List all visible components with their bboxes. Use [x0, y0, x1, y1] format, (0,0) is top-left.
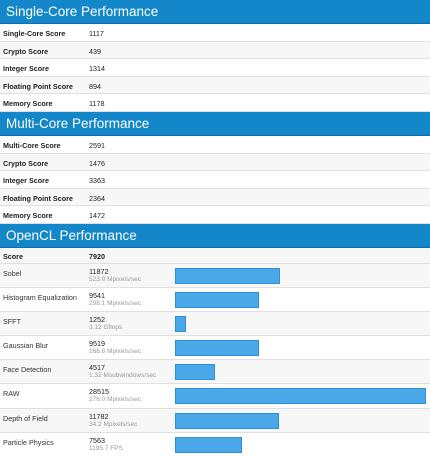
- benchmark-bar-track: [175, 316, 426, 333]
- row-label: Memory Score: [3, 211, 53, 221]
- benchmark-label: RAW: [3, 389, 20, 399]
- table-row: Single-Core Score 1117: [0, 24, 430, 42]
- benchmark-throughput: 523.0 Mpixels/sec: [89, 275, 142, 283]
- opencl-score-value: 7920: [89, 251, 105, 261]
- opencl-score-row: Score 7920: [0, 247, 430, 264]
- row-label: Crypto Score: [3, 46, 49, 56]
- table-row: Floating Point Score 894: [0, 76, 430, 95]
- row-value: 1117: [89, 29, 104, 38]
- row-label: Multi-Core Score: [3, 140, 61, 150]
- benchmark-score: 9541: [89, 291, 105, 301]
- row-value: 2591: [89, 140, 105, 150]
- table-row: Crypto Score 1476: [0, 153, 430, 172]
- benchmark-bar-track: [175, 388, 426, 405]
- benchmark-row: Particle Physics 7563 1195.7 FPS: [0, 432, 430, 456]
- benchmark-row: Face Detection 4517 1.32 Msubwindows/sec: [0, 360, 430, 385]
- table-row: Floating Point Score 2364: [0, 188, 430, 207]
- table-row: Memory Score 1472: [0, 206, 430, 224]
- row-label: Floating Point Score: [3, 193, 73, 203]
- opencl-benchmark-table: Sobel 11872 523.0 Mpixels/sec Histogram Equ…: [0, 263, 430, 456]
- table-row: Integer Score 3363: [0, 171, 430, 189]
- single-core-table: Single-Core Score 1117 Crypto Score 439 …: [0, 24, 430, 112]
- table-row: Crypto Score 439: [0, 41, 430, 60]
- row-value: 1314: [89, 64, 105, 74]
- benchmark-bar: [175, 316, 186, 333]
- row-value: 1472: [89, 211, 105, 221]
- benchmark-score: 4517: [89, 363, 105, 373]
- table-row: Memory Score 1178: [0, 94, 430, 112]
- benchmark-score: 11872: [89, 266, 109, 276]
- benchmark-bar-track: [175, 436, 426, 453]
- row-label: Single-Core Score: [3, 29, 66, 38]
- benchmark-bar: [175, 364, 215, 381]
- row-value: 1476: [89, 158, 105, 168]
- benchmark-throughput: 34.2 Mpixels/sec: [89, 420, 138, 428]
- benchmark-bar-track: [175, 267, 426, 284]
- row-label: Floating Point Score: [3, 81, 73, 91]
- benchmark-label: Histogram Equalization: [3, 293, 77, 303]
- benchmark-score: 28515: [89, 387, 109, 397]
- benchmark-row: RAW 28515 276.0 Mpixels/sec: [0, 384, 430, 409]
- benchmark-bar-track: [175, 364, 426, 381]
- row-value: 894: [89, 81, 101, 91]
- benchmark-score: 9519: [89, 339, 105, 349]
- benchmark-row: Gaussian Blur 9519 166.8 Mpixels/sec: [0, 336, 430, 361]
- benchmark-throughput: 298.1 Mpixels/sec: [89, 300, 142, 308]
- row-value: 439: [89, 46, 101, 56]
- opencl-header: OpenCL Performance: [0, 223, 430, 248]
- benchmark-row: Depth of Field 11782 34.2 Mpixels/sec: [0, 408, 430, 433]
- benchmark-throughput: 3.12 Gflops: [89, 324, 123, 332]
- benchmark-label: Particle Physics: [3, 437, 54, 447]
- multi-core-table: Multi-Core Score 2591 Crypto Score 1476 …: [0, 135, 430, 224]
- benchmark-throughput: 1195.7 FPS: [89, 444, 123, 452]
- single-core-header: Single-Core Performance: [0, 0, 430, 24]
- benchmark-throughput: 276.0 Mpixels/sec: [89, 396, 142, 404]
- benchmark-bar-track: [175, 412, 426, 429]
- benchmark-bar: [175, 388, 426, 405]
- benchmark-row: SFFT 1252 3.12 Gflops: [0, 312, 430, 337]
- table-row: Integer Score 1314: [0, 59, 430, 77]
- benchmark-row: Histogram Equalization 9541 298.1 Mpixels/…: [0, 288, 430, 313]
- benchmark-score: 1252: [89, 315, 105, 325]
- benchmark-row: Sobel 11872 523.0 Mpixels/sec: [0, 263, 430, 289]
- benchmark-bar: [175, 267, 280, 284]
- benchmark-bar: [175, 340, 259, 357]
- benchmark-score: 7563: [89, 435, 105, 445]
- benchmark-bar: [175, 412, 279, 429]
- benchmark-score: 11782: [89, 411, 109, 421]
- benchmark-label: Depth of Field: [3, 413, 48, 423]
- multi-core-section: Multi-Core Performance Multi-Core Score …: [0, 111, 430, 224]
- benchmark-label: SFFT: [3, 317, 21, 327]
- benchmark-label: Gaussian Blur: [3, 341, 49, 351]
- benchmark-bar-track: [175, 292, 426, 309]
- benchmark-throughput: 166.8 Mpixels/sec: [89, 348, 142, 356]
- single-core-section: Single-Core Performance Single-Core Scor…: [0, 0, 430, 112]
- table-row: Multi-Core Score 2591: [0, 135, 430, 154]
- benchmark-label: Sobel: [3, 268, 22, 278]
- opencl-score-label: Score: [3, 251, 23, 261]
- benchmark-throughput: 1.32 Msubwindows/sec: [89, 372, 157, 380]
- row-label: Crypto Score: [3, 158, 49, 168]
- benchmark-bar-track: [175, 340, 426, 357]
- row-label: Integer Score: [3, 64, 49, 74]
- row-label: Integer Score: [3, 176, 49, 186]
- row-value: 1178: [89, 99, 105, 109]
- benchmark-bar: [175, 436, 242, 453]
- row-value: 2364: [89, 193, 105, 203]
- row-label: Memory Score: [3, 99, 53, 109]
- benchmark-label: Face Detection: [3, 365, 52, 375]
- multi-core-header: Multi-Core Performance: [0, 111, 430, 136]
- opencl-section: OpenCL Performance Score 7920 Sobel 11872…: [0, 223, 430, 456]
- benchmark-bar: [175, 292, 259, 309]
- row-value: 3363: [89, 176, 105, 186]
